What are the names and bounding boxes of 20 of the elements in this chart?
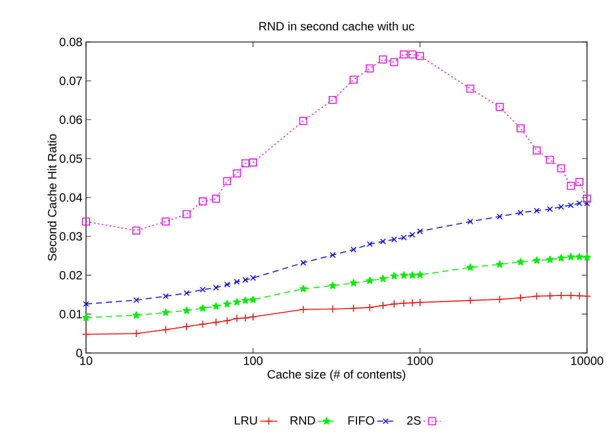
- y-tick-label: 0.08: [60, 38, 82, 46]
- y-tick-label: 0.05: [60, 154, 82, 163]
- y-tick-label: 0.07: [60, 76, 82, 86]
- y-axis-title: Second Cache Hit Ratio: [48, 134, 56, 261]
- legend-label: 2S: [407, 416, 421, 425]
- x-tick-label: 1000: [408, 356, 433, 365]
- x-tick-label: 10000: [571, 356, 604, 365]
- x-tick-label: 100: [244, 356, 263, 365]
- y-tick-label: 0.04: [60, 193, 82, 202]
- y-tick-label: 0.03: [60, 232, 82, 241]
- chart-title: RND in second cache with uc: [259, 22, 414, 30]
- legend-label: LRU: [234, 416, 257, 425]
- x-tick-label: 10: [80, 356, 92, 365]
- y-tick-label: 0.06: [60, 116, 82, 124]
- legend-label: FIFO: [348, 416, 374, 425]
- y-tick-label: 0.02: [60, 271, 82, 280]
- legend-label: RND: [290, 416, 316, 425]
- y-tick-label: 0.01: [60, 310, 82, 318]
- x-axis-title: Cache size (# of contents): [268, 370, 406, 381]
- y-tick-label: 0: [76, 348, 82, 358]
